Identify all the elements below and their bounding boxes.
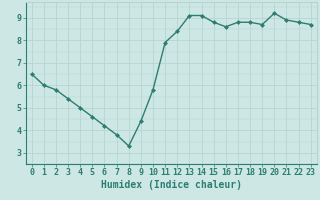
X-axis label: Humidex (Indice chaleur): Humidex (Indice chaleur) bbox=[101, 180, 242, 190]
